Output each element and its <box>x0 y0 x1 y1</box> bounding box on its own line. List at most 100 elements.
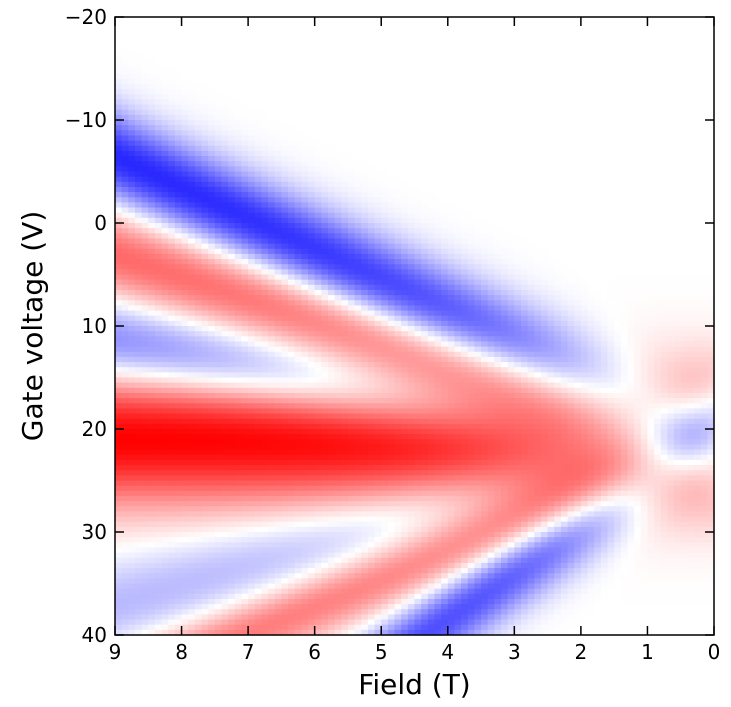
heatmap-cell <box>387 326 396 332</box>
heatmap-cell <box>148 382 156 389</box>
heatmap-cell <box>188 289 196 296</box>
heatmap-cell <box>188 83 196 90</box>
heatmap-cell <box>228 356 236 363</box>
heatmap-cell <box>228 526 236 533</box>
heatmap-cell <box>241 171 249 178</box>
heatmap-cell <box>261 192 269 198</box>
heatmap-cell <box>321 372 329 379</box>
heatmap-cell <box>188 506 196 512</box>
heatmap-cell <box>221 223 229 229</box>
heatmap-cell <box>188 532 196 538</box>
heatmap-cell <box>301 161 309 167</box>
heatmap-cell <box>208 362 216 368</box>
heatmap-cell <box>374 614 382 621</box>
heatmap-cell <box>134 228 143 234</box>
heatmap-cell <box>321 593 329 600</box>
heatmap-cell <box>121 598 129 605</box>
heatmap-cell <box>128 212 136 219</box>
heatmap-cell <box>115 367 123 373</box>
heatmap-cell <box>347 547 356 554</box>
heatmap-cell <box>301 439 309 446</box>
heatmap-cell <box>234 377 243 384</box>
heatmap-cell <box>154 156 163 162</box>
heatmap-cell <box>128 495 136 502</box>
heatmap-cell <box>367 490 376 497</box>
heatmap-cell <box>308 346 316 353</box>
heatmap-cell <box>121 341 129 348</box>
heatmap-cell <box>201 99 209 106</box>
heatmap-cell <box>181 47 189 54</box>
heatmap-cell <box>341 300 349 306</box>
heatmap-cell <box>341 341 349 348</box>
heatmap-cell <box>228 614 236 621</box>
heatmap-cell <box>294 485 302 492</box>
heatmap-cell <box>308 568 316 574</box>
heatmap-cell <box>248 434 256 440</box>
heatmap-cell <box>347 32 356 39</box>
heatmap-cell <box>121 583 129 590</box>
heatmap-cell <box>308 207 316 214</box>
heatmap-cell <box>128 248 136 255</box>
heatmap-cell <box>168 598 176 605</box>
heatmap-cell <box>381 228 389 234</box>
heatmap-cell <box>121 439 129 446</box>
heatmap-cell <box>341 120 349 126</box>
heatmap-cell <box>141 78 149 85</box>
heatmap-cell <box>341 619 349 626</box>
heatmap-cell <box>268 181 276 188</box>
heatmap-cell <box>387 202 396 209</box>
heatmap-cell <box>361 346 369 353</box>
heatmap-cell <box>188 104 196 111</box>
heatmap-cell <box>161 176 169 183</box>
heatmap-cell <box>268 578 276 585</box>
heatmap-cell <box>168 181 176 188</box>
heatmap-cell <box>374 377 382 384</box>
heatmap-cell <box>248 63 256 70</box>
heatmap-cell <box>115 495 123 502</box>
heatmap-cell <box>234 78 243 85</box>
heatmap-cell <box>314 568 322 574</box>
heatmap-cell <box>288 403 296 409</box>
heatmap-cell <box>387 145 396 152</box>
heatmap-cell <box>254 439 263 446</box>
heatmap-cell <box>288 568 296 574</box>
heatmap-cell <box>387 284 396 291</box>
heatmap-cell <box>261 212 269 219</box>
heatmap-cell <box>134 583 143 590</box>
heatmap-cell <box>314 68 322 75</box>
heatmap-cell <box>221 372 229 379</box>
heatmap-cell <box>194 449 203 456</box>
heatmap-cell <box>148 439 156 446</box>
heatmap-cell <box>301 434 309 440</box>
heatmap-cell <box>168 320 176 327</box>
heatmap-cell <box>148 331 156 337</box>
heatmap-cell <box>294 315 302 322</box>
heatmap-cell <box>208 485 216 492</box>
heatmap-cell <box>115 212 123 219</box>
heatmap-cell <box>194 171 203 178</box>
heatmap-cell <box>261 186 269 193</box>
heatmap-cell <box>268 310 276 317</box>
heatmap-cell <box>341 83 349 90</box>
heatmap-cell <box>174 392 183 399</box>
heatmap-cell <box>367 372 376 379</box>
heatmap-cell <box>281 47 289 54</box>
heatmap-cell <box>214 212 223 219</box>
heatmap-cell <box>387 104 396 111</box>
heatmap-cell <box>354 619 362 626</box>
heatmap-cell <box>321 269 329 276</box>
heatmap-cell <box>327 161 336 167</box>
heatmap-cell <box>121 202 129 209</box>
heatmap-cell <box>361 583 369 590</box>
heatmap-cell <box>268 166 276 173</box>
heatmap-cell <box>334 341 342 348</box>
heatmap-cell <box>181 573 189 579</box>
heatmap-cell <box>261 264 269 270</box>
heatmap-cell <box>115 73 123 80</box>
heatmap-cell <box>234 624 243 631</box>
heatmap-cell <box>221 434 229 440</box>
heatmap-cell <box>188 356 196 363</box>
heatmap-cell <box>168 99 176 106</box>
heatmap-cell <box>281 341 289 348</box>
heatmap-cell <box>128 449 136 456</box>
